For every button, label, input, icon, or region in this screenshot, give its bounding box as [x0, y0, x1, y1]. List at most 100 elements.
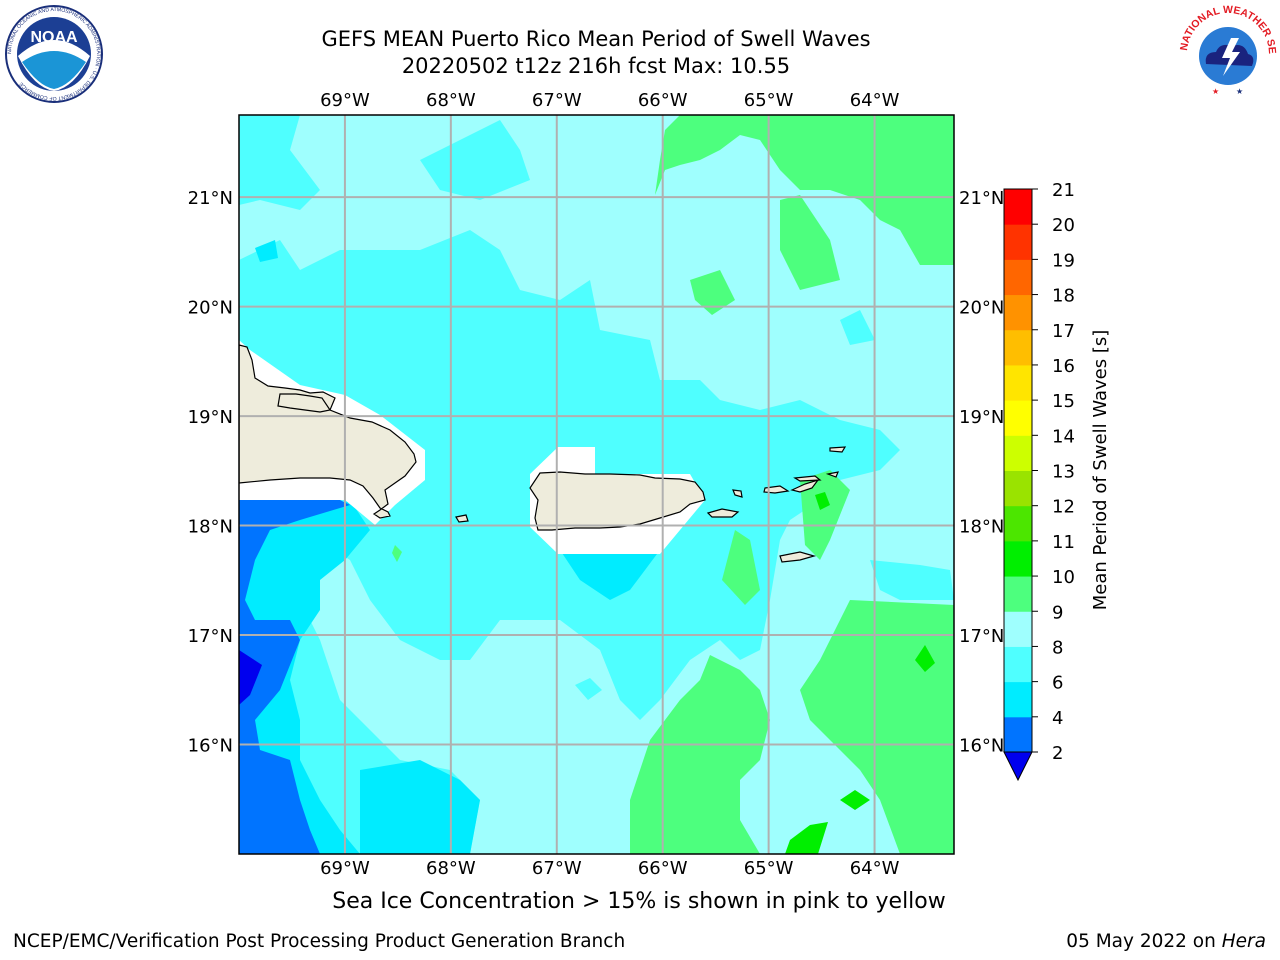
- lon-label-bottom: 65°W: [744, 858, 794, 879]
- lat-label-right: 17°N: [959, 626, 1004, 647]
- tortola-2-land: [825, 471, 839, 478]
- culebra-land: [732, 489, 743, 498]
- colorbar-segment: [1004, 435, 1032, 471]
- colorbar-segment: [1004, 400, 1032, 436]
- colorbar-segment: [1004, 681, 1032, 718]
- lat-label-right: 20°N: [959, 298, 1004, 319]
- lon-label-top: 65°W: [744, 90, 794, 111]
- colorbar-tick-label: 17: [1052, 321, 1075, 342]
- chart-subtitle: 20220502 t12z 216h fcst Max: 10.55: [401, 54, 791, 78]
- contour-10-11-spot2: [915, 645, 935, 672]
- map-tick-labels: 69°W 69°W 68°W 68°W 67°W 67°W 66°W 66°W 65°W 65°W…: [188, 90, 1005, 879]
- contour-6-8-spot2: [575, 678, 602, 700]
- mona-island-land: [455, 514, 469, 523]
- tortola-land: [793, 475, 822, 482]
- chart-title: GEFS MEAN Puerto Rico Mean Period of Swe…: [321, 27, 871, 51]
- colorbar-label: Mean Period of Swell Waves [s]: [1090, 330, 1111, 611]
- lon-label-bottom: 68°W: [426, 858, 476, 879]
- lat-label-right: 18°N: [959, 517, 1004, 538]
- lon-label-top: 69°W: [320, 90, 370, 111]
- vieques-land: [706, 508, 740, 518]
- lon-label-top: 64°W: [850, 90, 900, 111]
- contour-6-8-east: [870, 560, 954, 600]
- anegada-land: [829, 446, 847, 453]
- colorbar-tick-label: 21: [1052, 180, 1075, 201]
- lat-label-right: 16°N: [959, 736, 1004, 757]
- lat-label-left: 17°N: [188, 626, 233, 647]
- colorbar-segment: [1004, 294, 1032, 331]
- colorbar-segment: [1004, 364, 1032, 401]
- contour-2-4-west: [239, 500, 350, 854]
- contour-9-10-northeast: [655, 115, 954, 265]
- colorbar-tick-label: 18: [1052, 286, 1075, 307]
- colorbar-tick-label: 10: [1052, 567, 1075, 588]
- colorbar-segment: [1004, 224, 1032, 260]
- date-text: 05 May 2022 on Hera: [1066, 931, 1266, 952]
- noaa-logo-icon: NOAA NATIONAL OCEANIC AND ATMOSPHERIC AD…: [5, 5, 103, 103]
- colorbar-segment: [1004, 716, 1032, 753]
- contour-10-11-spot3: [840, 790, 870, 810]
- colorbar-tick-label: 14: [1052, 426, 1075, 447]
- contour-9-10-ne2: [780, 195, 840, 290]
- svg-text:★: ★: [1236, 87, 1243, 96]
- lon-label-bottom: 67°W: [532, 858, 582, 879]
- colorbar-tick-label: 20: [1052, 215, 1075, 236]
- contour-6-8-north: [420, 120, 530, 200]
- contour-below-2: [239, 650, 262, 705]
- lat-label-right: 21°N: [959, 188, 1004, 209]
- colorbar-segment: [1004, 540, 1032, 577]
- contour-6-8-spot1: [840, 310, 875, 345]
- sea-ice-note: Sea Ice Concentration > 15% is shown in …: [332, 889, 946, 914]
- colorbar-segment: [1004, 646, 1032, 683]
- colorbar-tick-label: 2: [1052, 743, 1063, 764]
- svg-text:★: ★: [1212, 87, 1219, 96]
- lat-label-right: 19°N: [959, 407, 1004, 428]
- lat-label-left: 18°N: [188, 517, 233, 538]
- colorbar-tick-label: 19: [1052, 250, 1075, 271]
- lon-label-bottom: 66°W: [638, 858, 688, 879]
- contour-9-10-south: [630, 655, 770, 854]
- contour-4-6-prsouth: [560, 550, 660, 600]
- lat-label-left: 20°N: [188, 298, 233, 319]
- lon-label-top: 67°W: [532, 90, 582, 111]
- contour-9-10-southeast: [800, 600, 954, 854]
- map-frame: [238, 114, 955, 855]
- contour-9-10-spot: [392, 545, 402, 562]
- colorbar-tick-label: 16: [1052, 356, 1075, 377]
- st-thomas-land: [763, 485, 790, 494]
- colorbar-tick-label: 13: [1052, 462, 1075, 483]
- map-gridlines: [239, 115, 954, 854]
- st-john-land: [790, 478, 820, 493]
- lon-label-top: 68°W: [426, 90, 476, 111]
- colorbar-tick-label: 8: [1052, 637, 1063, 658]
- lon-label-bottom: 69°W: [320, 858, 370, 879]
- colorbar-tick-label: 6: [1052, 673, 1063, 694]
- colorbar-tick-label: 9: [1052, 602, 1063, 623]
- contour-9-10-ne3: [690, 270, 735, 315]
- lat-label-left: 19°N: [188, 407, 233, 428]
- colorbar-segment: [1004, 576, 1032, 612]
- contour-6-8-west: [239, 115, 320, 210]
- lat-label-left: 21°N: [188, 188, 233, 209]
- contour-9-10-east: [800, 470, 850, 560]
- credit-text: NCEP/EMC/Verification Post Processing Pr…: [13, 931, 626, 952]
- colorbar-segment: [1004, 189, 1032, 225]
- colorbar-segment: [1004, 505, 1032, 542]
- colorbar-tick-label: 15: [1052, 391, 1075, 412]
- colorbar-segment: [1004, 611, 1032, 647]
- colorbar-segment: [1004, 470, 1032, 507]
- contour-10-11-spot1: [815, 492, 830, 510]
- noaa-logo-text: NOAA: [30, 29, 78, 46]
- colorbar-tick-label: 11: [1052, 532, 1075, 553]
- hispaniola-land: [239, 344, 417, 519]
- machine-name: Hera: [1221, 931, 1266, 952]
- contour-9-10-east2: [722, 530, 760, 605]
- date-value: 05 May 2022 on: [1066, 931, 1216, 952]
- colorbar-segment: [1004, 329, 1032, 366]
- colorbar-tick-label: 4: [1052, 708, 1063, 729]
- lon-label-top: 66°W: [638, 90, 688, 111]
- lon-label-bottom: 64°W: [850, 858, 900, 879]
- colorbar-extend-arrow: [1003, 751, 1033, 782]
- colorbar: 2 4 6 8 9 10 11 12 13 14 15 16 17 18 19 20 21: [1003, 180, 1075, 782]
